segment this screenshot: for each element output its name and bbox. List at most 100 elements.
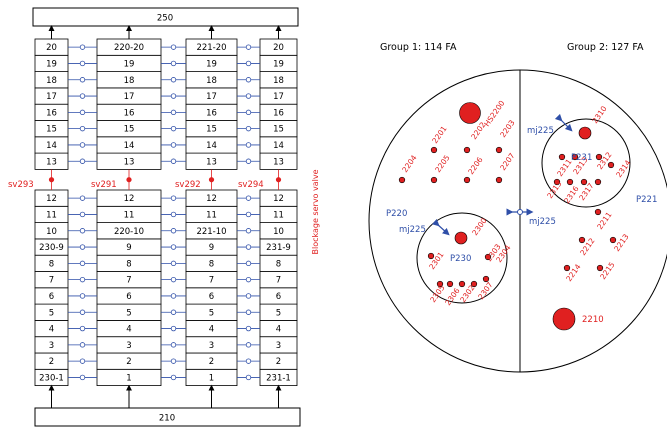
cell-label: 230-1 xyxy=(39,373,64,383)
cell-label: 8 xyxy=(209,259,214,269)
cell-label: 15 xyxy=(273,125,284,135)
cell-label: 19 xyxy=(206,59,217,69)
cell-label: 20 xyxy=(273,43,284,53)
connector-node-icon xyxy=(79,109,86,116)
connector-node-icon xyxy=(79,276,86,283)
connector-node-icon xyxy=(245,125,252,132)
column-3-cell: 9 xyxy=(185,238,238,256)
cell-label: 18 xyxy=(124,76,135,86)
fuel-assembly-2213 xyxy=(609,236,617,244)
core-circle xyxy=(368,69,667,373)
cell-label: 9 xyxy=(209,243,214,253)
cell-label: 14 xyxy=(124,141,135,151)
column-1-cell: 5 xyxy=(34,303,69,321)
p230-label: P230 xyxy=(450,254,471,264)
cell-label: 12 xyxy=(273,194,284,204)
column-4-cell: 2 xyxy=(259,352,298,370)
column-4-cell: 5 xyxy=(259,303,298,321)
cell-label: 2 xyxy=(209,357,214,367)
connector-node-icon xyxy=(245,142,252,148)
cell-label: 9 xyxy=(126,243,131,253)
p220-label: P220 xyxy=(386,209,407,219)
connector-node-icon xyxy=(245,293,252,299)
connector-node-icon xyxy=(245,60,252,67)
cell-label: 220-10 xyxy=(114,227,144,237)
column-2-cell: 2 xyxy=(96,352,162,370)
cell-label: 10 xyxy=(273,227,284,237)
mj225-label-top: mj225 xyxy=(527,126,554,136)
connector-node-icon xyxy=(79,211,86,218)
column-1-cell: 18 xyxy=(34,71,69,89)
column-2-cell: 19 xyxy=(96,54,162,72)
cell-label: 16 xyxy=(273,108,284,118)
valve-label-sv291: sv291 xyxy=(91,180,117,190)
cell-label: 5 xyxy=(49,308,54,318)
connector-node-icon xyxy=(245,158,252,164)
column-4-cell: 4 xyxy=(259,319,298,338)
column-2-cell: 16 xyxy=(96,103,162,121)
fuel-assembly-2301 xyxy=(427,252,435,260)
connector-node-icon xyxy=(245,109,252,116)
column-4-cell: 14 xyxy=(259,136,298,154)
column-1-cell: 230-9 xyxy=(34,238,69,256)
column-4-cell: 231-1 xyxy=(259,368,298,386)
connector-node-icon xyxy=(245,211,252,218)
connector-node-icon xyxy=(245,93,252,99)
cell-label: 17 xyxy=(273,92,284,102)
cell-label: 4 xyxy=(49,325,54,335)
column-1-cell: 16 xyxy=(34,103,69,121)
cell-label: 8 xyxy=(276,259,281,269)
column-1-cell: 11 xyxy=(34,205,69,224)
connector-node-icon xyxy=(170,358,177,364)
cell-label: 2 xyxy=(49,357,54,367)
fuel-assembly-2311 xyxy=(558,153,566,161)
column-3-cell: 8 xyxy=(185,254,238,272)
column-1-cell: 12 xyxy=(34,189,69,207)
column-2-cell: 1 xyxy=(96,368,162,386)
cell-label: 230-9 xyxy=(39,243,64,253)
cell-label: 17 xyxy=(124,92,135,102)
column-4-cell: 18 xyxy=(259,71,298,89)
column-3-cell: 18 xyxy=(185,71,238,89)
cell-label: 8 xyxy=(49,259,54,269)
column-2-cell: 3 xyxy=(96,336,162,354)
cell-label: 16 xyxy=(46,108,57,118)
fuel-assembly-2212 xyxy=(578,236,586,244)
connector-node-icon xyxy=(245,309,252,315)
column-1-cell: 6 xyxy=(34,287,69,305)
connector-node-icon xyxy=(79,374,86,381)
cell-label: 15 xyxy=(46,125,57,135)
cell-label: 221-10 xyxy=(196,227,226,237)
bottom-header-bar: 210 xyxy=(34,407,301,427)
column-3-cell: 13 xyxy=(185,152,238,170)
cell-label: 18 xyxy=(273,76,284,86)
cell-label: 14 xyxy=(273,141,284,151)
connector-node-icon xyxy=(170,44,177,50)
connector-node-icon xyxy=(79,244,86,250)
cell-label: 16 xyxy=(206,108,217,118)
cell-label: 10 xyxy=(46,227,57,237)
cell-label: 5 xyxy=(209,308,214,318)
connector-node-icon xyxy=(79,260,86,267)
connector-node-icon xyxy=(79,158,86,164)
fuel-assembly-2304 xyxy=(482,275,490,283)
connector-node-icon xyxy=(79,228,86,234)
fuel-assembly-2214 xyxy=(563,264,571,272)
connector-node-icon xyxy=(170,228,177,234)
fuel-assembly-2210-label: 2210 xyxy=(582,315,604,325)
cell-label: 14 xyxy=(206,141,217,151)
column-3-cell: 4 xyxy=(185,319,238,338)
cell-label: 17 xyxy=(46,92,57,102)
column-2-cell: 8 xyxy=(96,254,162,272)
fuel-assembly-2317 xyxy=(580,178,588,186)
column-2-cell: 9 xyxy=(96,238,162,256)
fuel-assembly xyxy=(594,178,602,186)
cell-label: 12 xyxy=(124,194,135,204)
p231-label: P231 xyxy=(571,153,592,163)
bottom-bar-label: 210 xyxy=(159,414,175,424)
fuel-assembly-2203 xyxy=(495,146,503,154)
column-3-cell: 3 xyxy=(185,336,238,354)
cell-label: 3 xyxy=(209,341,214,351)
column-3-cell: 1 xyxy=(185,368,238,386)
